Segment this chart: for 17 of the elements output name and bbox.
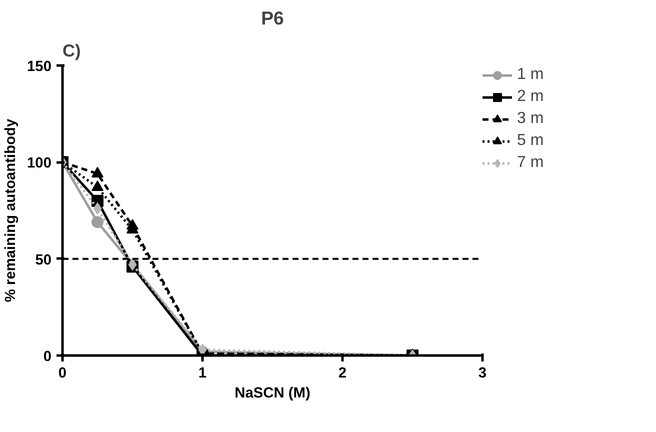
x-tick-label: 2 [338,366,347,382]
chart-title: P6 [261,8,284,28]
legend-label: 1 m [517,66,545,84]
x-axis-title: NaSCN (M) [234,386,310,402]
legend-label: 5 m [517,132,545,150]
y-tick-label: 150 [27,59,52,75]
y-tick-label: 50 [35,252,52,268]
legend-label: 3 m [517,110,545,128]
legend-label: 2 m [517,88,545,106]
y-tick-label: 0 [43,349,52,365]
y-tick-label: 100 [27,156,52,172]
y-axis-title: % remaining autoantibody [3,118,20,302]
x-tick-label: 1 [198,366,207,382]
x-tick-label: 0 [58,366,67,382]
text: C) [62,40,81,60]
legend-label: 7 m [517,154,545,172]
x-tick-label: 3 [478,366,487,382]
